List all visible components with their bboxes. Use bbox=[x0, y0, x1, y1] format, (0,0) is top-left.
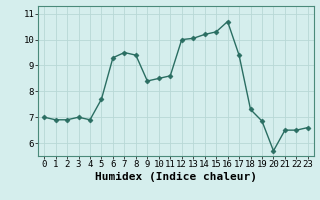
X-axis label: Humidex (Indice chaleur): Humidex (Indice chaleur) bbox=[95, 172, 257, 182]
